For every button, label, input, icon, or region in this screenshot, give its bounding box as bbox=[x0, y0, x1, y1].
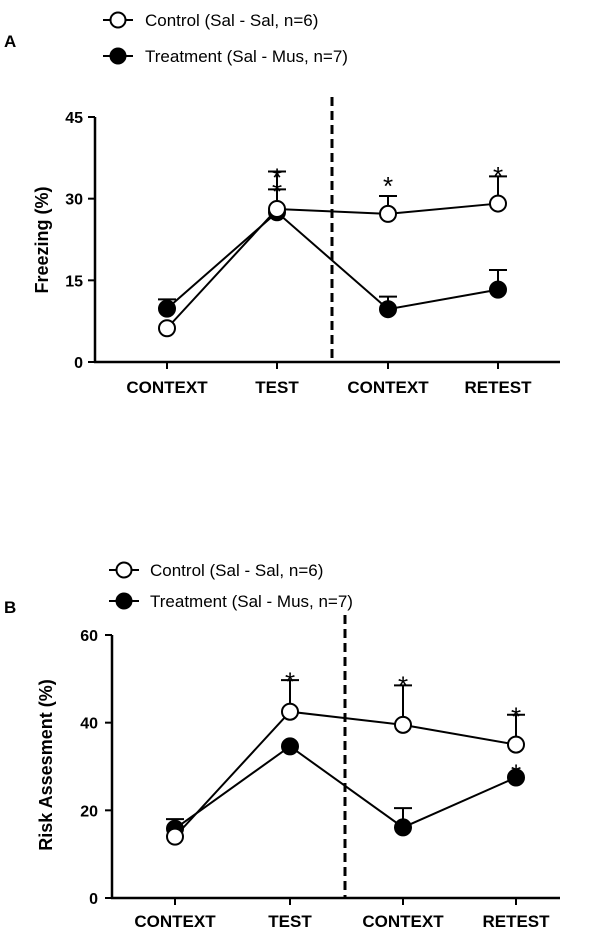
significance-star: * bbox=[493, 161, 503, 191]
y-axis-label: Risk Assesment (%) bbox=[36, 679, 56, 850]
x-tick-label: RETEST bbox=[464, 378, 532, 397]
point-control bbox=[507, 735, 525, 754]
point-control bbox=[268, 200, 286, 219]
legend: Control (Sal - Sal, n=6) Treatment (Sal -… bbox=[103, 11, 348, 66]
legend-item: Control (Sal - Sal, n=6) bbox=[103, 11, 318, 30]
point-treatment bbox=[394, 818, 412, 837]
y-tick-label: 30 bbox=[65, 192, 83, 209]
significance-star: * bbox=[511, 701, 521, 731]
legend-open-circle-icon bbox=[109, 11, 127, 29]
point-control bbox=[489, 194, 507, 213]
x-tick-label: TEST bbox=[255, 378, 299, 397]
point-treatment bbox=[507, 768, 525, 787]
y-tick-label: 60 bbox=[80, 628, 98, 645]
panel-label: A bbox=[4, 32, 16, 51]
legend-label: Control (Sal - Sal, n=6) bbox=[145, 11, 318, 30]
significance-star: * bbox=[383, 171, 393, 201]
significance-star: * bbox=[272, 176, 282, 206]
y-tick-label: 0 bbox=[89, 891, 98, 908]
legend: Control (Sal - Sal, n=6) Treatment (Sal -… bbox=[109, 561, 353, 611]
significance-star: * bbox=[272, 163, 282, 193]
point-control bbox=[281, 702, 299, 721]
point-treatment bbox=[281, 737, 299, 756]
panel-label: B bbox=[4, 598, 16, 617]
legend-filled-circle-icon bbox=[115, 592, 133, 610]
point-control bbox=[158, 319, 176, 338]
x-tick-label: CONTEXT bbox=[126, 378, 208, 397]
x-tick-label: CONTEXT bbox=[134, 912, 216, 931]
legend-item: Treatment (Sal - Mus, n=7) bbox=[103, 47, 348, 66]
series-line bbox=[166, 202, 499, 329]
series-line bbox=[174, 710, 517, 838]
legend-label: Treatment (Sal - Mus, n=7) bbox=[150, 592, 353, 611]
y-tick-label: 45 bbox=[65, 110, 83, 127]
significance-star: * bbox=[511, 758, 521, 788]
point-treatment bbox=[158, 299, 176, 318]
point-control bbox=[379, 204, 397, 223]
point-treatment bbox=[379, 300, 397, 319]
y-tick-label: 20 bbox=[80, 803, 98, 820]
y-tick-label: 0 bbox=[74, 355, 83, 372]
x-tick-label: CONTEXT bbox=[347, 378, 429, 397]
panel-a: A Control (Sal - Sal, n=6) Treatment (Sal … bbox=[4, 11, 560, 397]
legend-label: Control (Sal - Sal, n=6) bbox=[150, 561, 323, 580]
point-control bbox=[166, 827, 184, 846]
point-treatment bbox=[489, 280, 507, 299]
x-tick-label: TEST bbox=[268, 912, 312, 931]
y-axis-label: Freezing (%) bbox=[32, 186, 52, 293]
significance-star: * bbox=[285, 666, 295, 696]
legend-open-circle-icon bbox=[115, 561, 133, 579]
legend-item: Control (Sal - Sal, n=6) bbox=[109, 561, 323, 580]
x-tick-label: CONTEXT bbox=[362, 912, 444, 931]
significance-star: * bbox=[398, 671, 408, 701]
legend-label: Treatment (Sal - Mus, n=7) bbox=[145, 47, 348, 66]
legend-item: Treatment (Sal - Mus, n=7) bbox=[109, 592, 353, 611]
x-tick-label: RETEST bbox=[482, 912, 550, 931]
panel-b: B Control (Sal - Sal, n=6) Treatment (Sal … bbox=[4, 561, 560, 931]
series-line bbox=[174, 745, 517, 830]
y-tick-label: 15 bbox=[65, 273, 83, 290]
series-line bbox=[166, 210, 499, 311]
y-tick-label: 40 bbox=[80, 716, 98, 733]
legend-filled-circle-icon bbox=[109, 47, 127, 65]
point-control bbox=[394, 715, 412, 734]
